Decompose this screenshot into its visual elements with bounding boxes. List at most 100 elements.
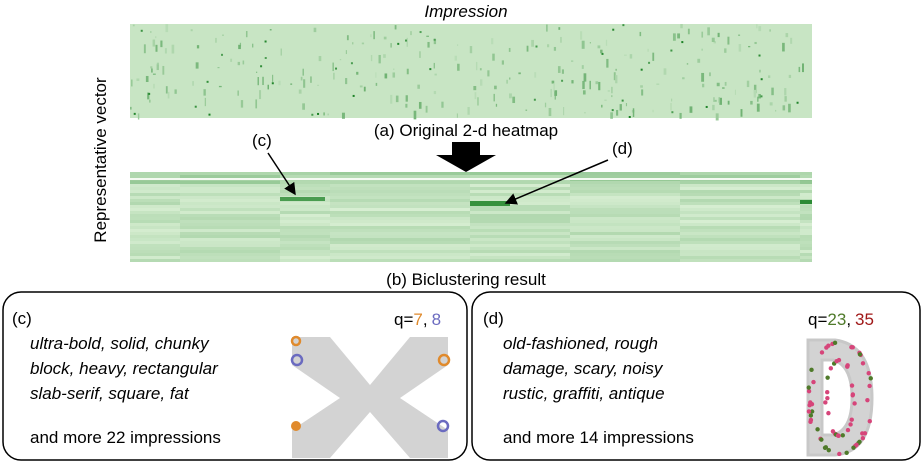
heatmap-cell <box>280 226 330 229</box>
heatmap-cell <box>648 62 650 64</box>
heatmap-cell <box>130 202 180 205</box>
heatmap-cell <box>702 84 704 88</box>
heatmap-cell <box>180 253 280 256</box>
heatmap-cell <box>616 69 617 71</box>
heatmap-cell <box>680 172 800 175</box>
heatmap-cell <box>664 68 667 74</box>
heatmap-cell <box>393 72 396 77</box>
heatmap-cell <box>330 190 470 193</box>
heatmap-cell <box>280 253 330 256</box>
heatmap-cell <box>677 33 680 38</box>
heatmap-cell <box>754 42 756 44</box>
heatmap-cell <box>757 97 758 102</box>
heatmap-cell <box>238 62 240 65</box>
heatmap-cell <box>174 89 176 93</box>
heatmap-cell <box>771 88 773 96</box>
heatmap-cell <box>330 175 470 178</box>
heatmap-cell <box>130 232 180 235</box>
heatmap-cell <box>130 214 180 217</box>
heatmap-cell <box>346 50 347 54</box>
heatmap-cell <box>582 41 585 49</box>
heatmap-cell <box>130 193 180 196</box>
heatmap-cell <box>800 196 812 199</box>
heatmap-cell <box>496 104 497 107</box>
heatmap-cell <box>330 196 470 199</box>
heatmap-cell <box>180 241 280 244</box>
heatmap-cell <box>407 69 409 75</box>
heatmap-cell <box>598 45 601 48</box>
heatmap-cell <box>800 181 812 184</box>
heatmap-cell <box>748 46 750 47</box>
heatmap-cell <box>598 82 600 90</box>
heatmap-cell <box>680 259 800 262</box>
heatmap-cell <box>690 106 693 112</box>
heatmap-cell <box>383 54 386 58</box>
heatmap-cell <box>426 36 429 37</box>
heatmap-cell <box>180 211 280 214</box>
heatmap-cell <box>330 217 470 220</box>
heatmap-cell <box>180 226 280 229</box>
heatmap-cell <box>534 99 536 101</box>
heatmap-cell <box>180 205 280 208</box>
heatmap-cell <box>680 190 800 193</box>
heatmap-cell <box>491 38 493 44</box>
heatmap-cell <box>434 91 436 94</box>
heatmap-cell <box>671 99 672 102</box>
heatmap-cell <box>280 217 330 220</box>
heatmap-cell <box>330 247 470 250</box>
heatmap-cell <box>768 75 770 78</box>
heatmap-cell <box>550 89 551 97</box>
heatmap-cell <box>270 29 272 30</box>
heatmap-cell <box>470 259 570 262</box>
heatmap-cell <box>262 77 264 85</box>
heatmap-cell <box>330 232 470 235</box>
heatmap-cell <box>558 66 561 73</box>
heatmap-cell <box>470 235 570 238</box>
heatmap-cell <box>652 110 653 112</box>
heatmap-cell <box>750 101 752 105</box>
heatmap-top-label: Impression <box>424 2 507 21</box>
heatmap-cell <box>180 202 280 205</box>
heatmap-cell <box>735 90 736 95</box>
heatmap-cell <box>302 103 305 109</box>
heatmap-cell <box>165 48 167 53</box>
heatmap-cell <box>351 62 353 64</box>
heatmap-caption: (b) Biclustering result <box>386 270 546 289</box>
heatmap-cell <box>180 235 280 238</box>
heatmap-cell <box>612 109 614 111</box>
glyph-point <box>844 451 848 455</box>
heatmap-cell <box>775 110 776 112</box>
heatmap-cell <box>470 229 570 232</box>
glyph-point <box>825 390 829 394</box>
heatmap-cell <box>379 55 381 63</box>
heatmap-cell <box>622 24 624 26</box>
heatmap-cell <box>192 81 194 86</box>
glyph-point <box>846 428 850 432</box>
heatmap-cell <box>682 77 685 79</box>
heatmap-cell <box>800 253 812 256</box>
glyph-point <box>833 341 837 345</box>
glyph-point <box>811 380 815 384</box>
heatmap-cell <box>570 205 680 208</box>
heatmap-cell <box>364 87 366 92</box>
heatmap-cell <box>570 253 680 256</box>
heatmap-cell <box>373 31 375 39</box>
heatmap-cell <box>419 102 422 109</box>
heatmap-cell <box>153 40 156 47</box>
heatmap-cell <box>165 24 168 32</box>
heatmap-cell <box>272 82 274 84</box>
glyph-point <box>852 401 856 405</box>
heatmap-cell <box>317 85 319 86</box>
heatmap-cell <box>342 113 345 119</box>
heatmap-cell <box>701 73 704 82</box>
heatmap-cell <box>180 256 280 259</box>
heatmap-cell <box>290 83 292 85</box>
heatmap-cell <box>470 256 570 259</box>
heatmap-cell <box>570 214 680 217</box>
heatmap-cell <box>252 44 253 48</box>
heatmap-cell <box>356 72 358 75</box>
heatmap-cell <box>790 38 792 44</box>
heatmap-cell <box>671 111 673 113</box>
heatmap-cell <box>494 86 497 90</box>
heatmap-cell <box>595 81 598 84</box>
